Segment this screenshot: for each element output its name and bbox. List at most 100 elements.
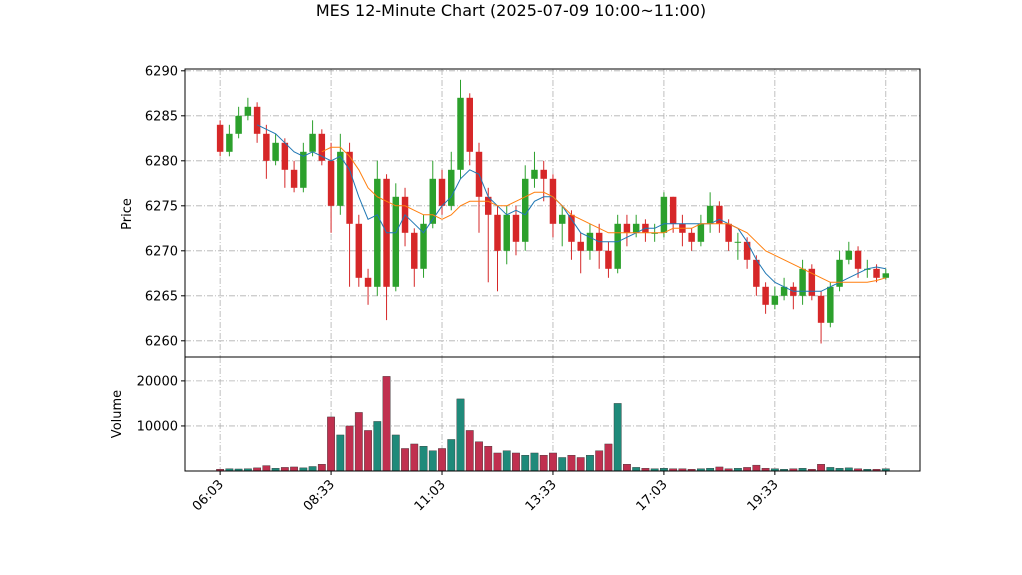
- candle-body: [762, 286, 769, 305]
- volume-bar: [558, 457, 567, 472]
- candle-body: [503, 214, 510, 251]
- candle-body: [290, 169, 298, 188]
- x-tick-label: 17:03: [634, 477, 671, 514]
- candle-body: [327, 160, 335, 206]
- volume-bar: [308, 466, 317, 472]
- candle-body: [457, 97, 464, 170]
- candle-body: [531, 169, 538, 179]
- x-tick-label: 06:03: [190, 477, 227, 514]
- volume-bar: [401, 448, 409, 472]
- candle-body: [466, 97, 473, 152]
- candle-body: [337, 151, 344, 206]
- volume-bar: [826, 467, 835, 472]
- candle-body: [817, 295, 825, 323]
- volume-bar: [428, 450, 437, 472]
- volume-bar: [484, 446, 493, 472]
- volume-bar: [382, 376, 391, 472]
- candle-body: [753, 259, 760, 287]
- volume-bar: [317, 464, 326, 472]
- candle-body: [540, 169, 547, 179]
- chart-title: MES 12-Minute Chart (2025-07-09 10:00~11…: [316, 1, 706, 20]
- candle-body: [235, 115, 242, 134]
- volume-bar: [262, 465, 271, 472]
- y-tick-label: 6270: [145, 244, 178, 259]
- volume-bar: [512, 452, 520, 472]
- candle-body: [438, 178, 446, 206]
- volume-bar: [576, 457, 585, 472]
- candle-body: [614, 223, 621, 269]
- volume-bar: [604, 443, 613, 472]
- volume-bar: [345, 425, 354, 472]
- y-tick-label: 6290: [145, 64, 178, 79]
- volume-bar: [595, 450, 604, 472]
- candle-body: [309, 133, 316, 152]
- candle-body: [448, 169, 455, 206]
- volume-bar: [438, 448, 446, 472]
- volume-bar: [632, 467, 641, 472]
- candle-body: [568, 214, 575, 242]
- candle-body: [577, 241, 584, 251]
- volume-bar: [447, 439, 456, 472]
- candle-body: [485, 196, 492, 215]
- candle-body: [688, 232, 695, 242]
- candle-body: [346, 151, 353, 224]
- volume-bar: [715, 466, 724, 472]
- candle-body: [494, 214, 501, 251]
- volume-bar: [327, 416, 335, 472]
- x-tick-label: 11:03: [412, 477, 449, 514]
- moving-average-line: [256, 124, 886, 292]
- candle-body: [697, 223, 705, 242]
- candle-body: [318, 133, 326, 161]
- candle-body: [420, 223, 427, 269]
- candle-body: [253, 106, 261, 134]
- candle-body: [854, 250, 862, 269]
- candle-body: [605, 250, 612, 269]
- y-tick-label: 10000: [137, 419, 178, 434]
- volume-bar: [743, 467, 752, 472]
- candle-body: [512, 214, 520, 242]
- y-tick-label: 6275: [145, 199, 178, 214]
- candle-body: [799, 268, 806, 296]
- candle-body: [623, 223, 631, 233]
- volume-bar: [280, 467, 289, 472]
- volume-bar: [364, 430, 372, 472]
- volume-bar: [290, 466, 298, 472]
- candle-body: [716, 205, 723, 224]
- volume-bar: [465, 430, 474, 472]
- candle-body: [836, 259, 843, 287]
- volume-axis-label: Volume: [110, 390, 125, 438]
- volume-bar: [373, 421, 382, 472]
- volume-bar: [613, 403, 622, 472]
- volume-bar: [521, 455, 530, 472]
- x-tick-label: 08:33: [301, 477, 338, 514]
- y-axis-label: Price: [120, 198, 135, 230]
- candle-body: [808, 268, 816, 296]
- candle-body: [392, 196, 400, 287]
- volume-bar: [502, 450, 511, 472]
- x-tick-label: 13:33: [523, 477, 560, 514]
- candle-body: [272, 142, 279, 161]
- volume-bar: [391, 434, 400, 472]
- volume-bar: [586, 455, 594, 472]
- candle-body: [780, 286, 788, 296]
- candle-body: [281, 142, 289, 170]
- candle-body: [226, 133, 233, 152]
- candle-body: [743, 241, 751, 260]
- y-tick-label: 6285: [145, 109, 178, 124]
- volume-bar: [567, 455, 576, 472]
- candle-body: [364, 277, 372, 287]
- candle-body: [586, 232, 594, 251]
- volume-bar: [539, 455, 548, 472]
- candle-body: [669, 196, 677, 224]
- candle-body: [429, 178, 437, 224]
- candle-body: [882, 273, 890, 278]
- volume-bar: [752, 464, 761, 472]
- candle-body: [374, 178, 381, 287]
- volume-bar: [410, 443, 419, 472]
- candle-body: [558, 214, 566, 224]
- volume-bar: [530, 452, 539, 472]
- candle-body: [827, 286, 834, 323]
- volume-bar: [475, 441, 483, 472]
- candle-body: [521, 178, 529, 242]
